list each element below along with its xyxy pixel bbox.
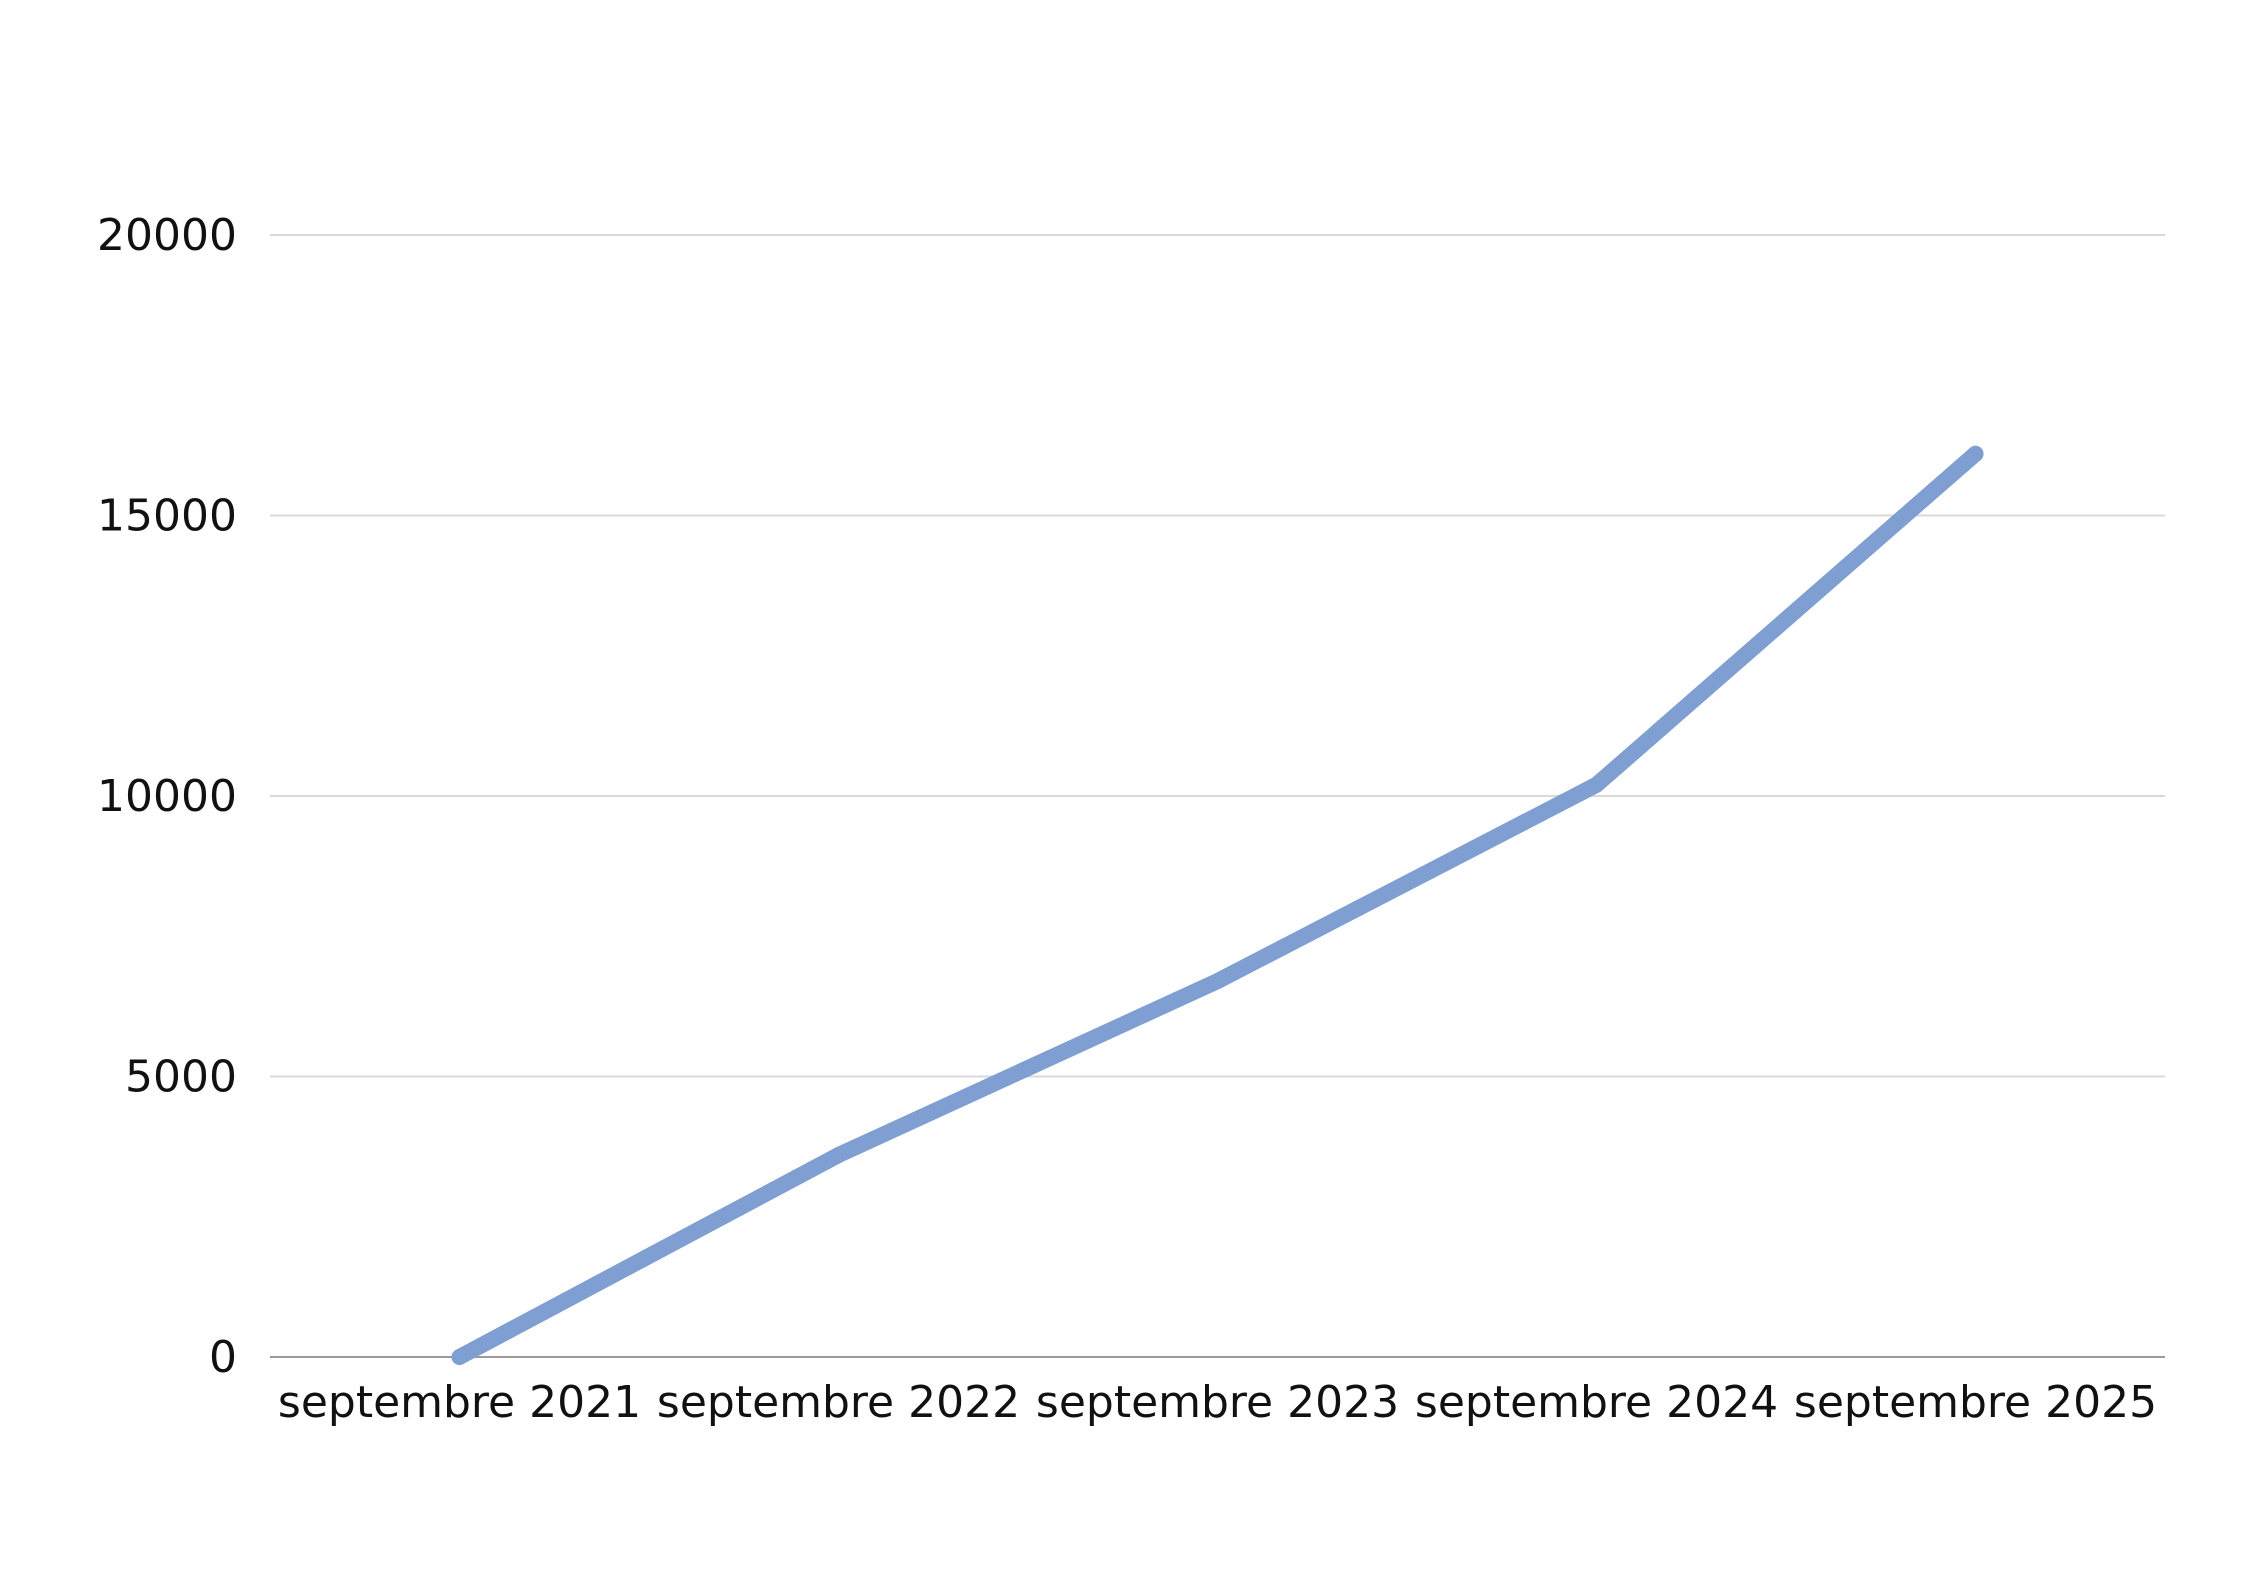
x-tick-label: septembre 2022 [657, 1377, 1020, 1428]
data-point [1588, 776, 1605, 793]
y-tick-label: 15000 [97, 491, 237, 542]
y-tick-label: 20000 [97, 210, 237, 261]
data-point [830, 1147, 847, 1164]
x-tick-label: septembre 2024 [1415, 1377, 1778, 1428]
y-tick-label: 10000 [97, 771, 237, 822]
series-line [451, 445, 1984, 1365]
grid-layer [270, 234, 2165, 1358]
x-tick-label: septembre 2023 [1036, 1377, 1399, 1428]
y-tick-label: 0 [209, 1332, 237, 1383]
series-layer [451, 445, 1984, 1365]
data-point [1967, 445, 1984, 462]
x-tick-label: septembre 2025 [1794, 1377, 2157, 1428]
data-point [451, 1349, 468, 1365]
x-tick-label: septembre 2021 [278, 1377, 641, 1428]
data-point [1209, 973, 1226, 990]
y-tick-label: 5000 [125, 1052, 237, 1103]
axis-layer: 0 5000 10000 15000 20000 septembre 2021 septem… [97, 210, 2157, 1428]
